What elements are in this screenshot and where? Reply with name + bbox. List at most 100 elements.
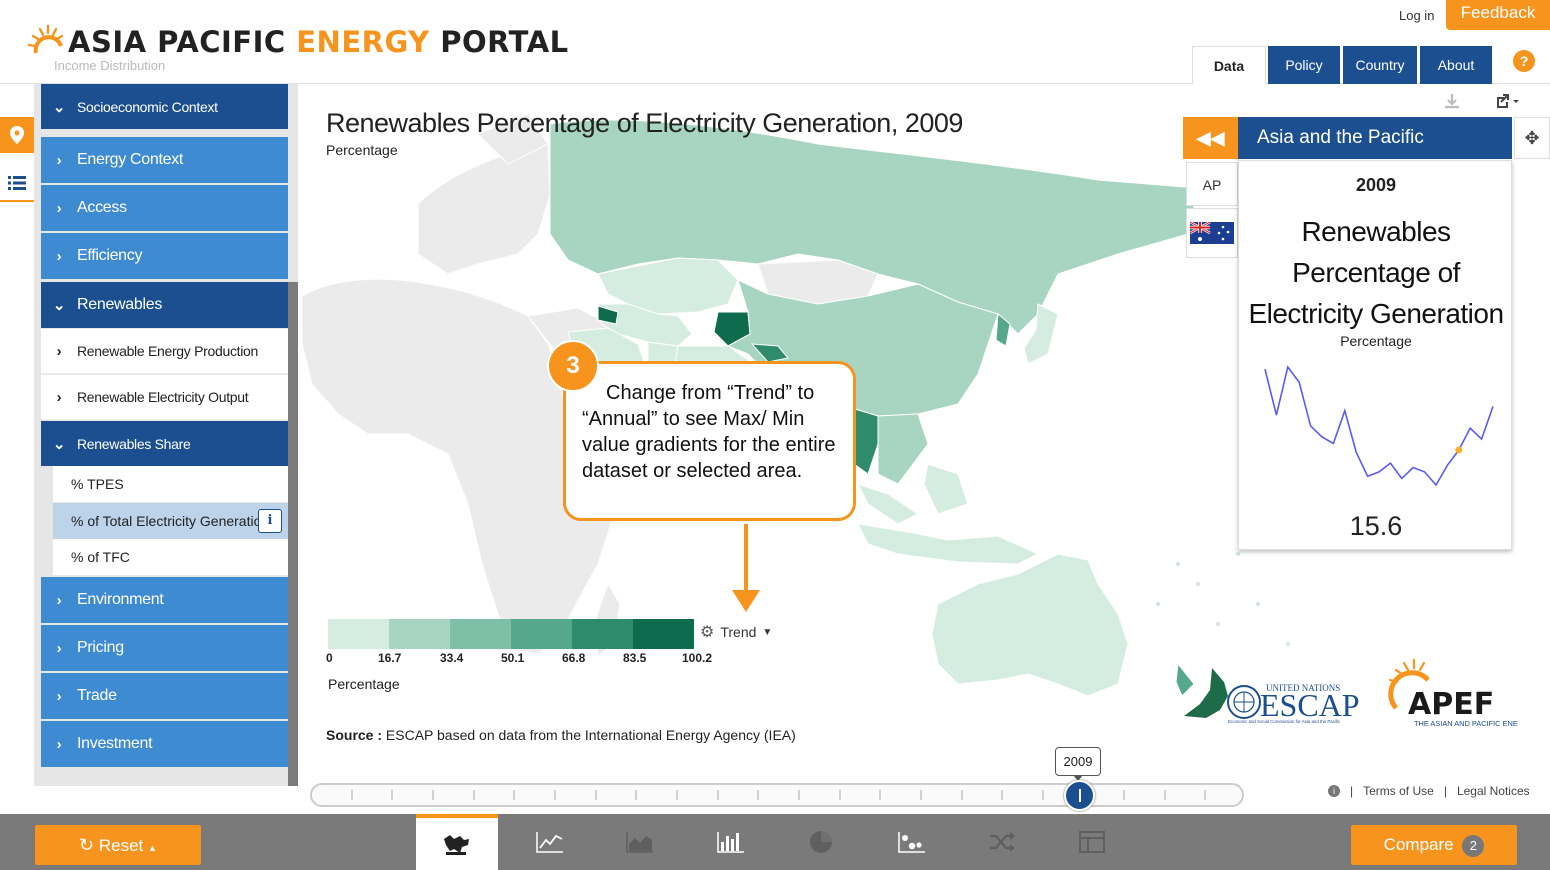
indonesia-shape[interactable] [857,523,1040,565]
crosshair-icon[interactable]: ✥ [1514,117,1550,159]
new-zealand-shape[interactable] [1175,662,1195,697]
sidebar-item-efficiency[interactable]: › Efficiency [41,233,288,279]
sidebar-item-socioeconomic[interactable]: ⌄ Socioeconomic Context [41,84,288,129]
tab-ap[interactable]: AP [1186,162,1238,206]
georgia-shape[interactable] [597,305,619,325]
escap-sub-text: Economic and Social Commission for Asia … [1228,719,1341,724]
australia-shape[interactable] [931,553,1129,697]
chevron-right-icon: › [56,388,62,406]
legend-swatch [389,619,450,649]
footer-links: i | Terms of Use | Legal Notices [1328,784,1530,798]
sidebar-item-label: Renewables Share [77,435,191,452]
info-icon[interactable]: i [258,509,282,533]
view-bar-tab[interactable] [690,814,772,870]
terms-link[interactable]: Terms of Use [1363,784,1434,798]
sidebar-sub-tpes[interactable]: % TPES [53,466,288,502]
africa-shape[interactable] [301,278,615,655]
chevron-down-icon: ⌄ [52,297,66,314]
list-view-icon[interactable] [0,166,34,202]
trend-dropdown[interactable]: ⚙ Trend ▼ [700,622,772,642]
sidebar-item-investment[interactable]: › Investment [41,721,288,767]
sun-logo-icon [27,24,64,54]
view-line-tab[interactable] [509,814,591,870]
login-link[interactable]: Log in [1399,8,1435,23]
map-title: Renewables Percentage of Electricity Gen… [326,108,963,138]
tab-policy[interactable]: Policy [1268,46,1340,84]
help-icon[interactable]: ? [1513,50,1535,72]
view-map-tab[interactable] [416,814,498,870]
download-icon[interactable] [1443,92,1461,115]
kazakhstan-shape[interactable] [597,257,739,315]
map-subtitle: Percentage [326,142,398,158]
chevron-down-icon: ⌄ [52,435,66,453]
separator: | [1350,784,1354,798]
chevron-right-icon: › [56,639,62,657]
sidebar-item-trade[interactable]: › Trade [41,673,288,719]
card-year: 2009 [1355,175,1397,195]
view-scatter-tab[interactable] [871,814,953,870]
line-chart-icon [536,832,563,853]
view-table-tab[interactable] [1051,814,1133,870]
sparkline-current-point [1455,446,1463,454]
indochina-shape[interactable] [877,413,929,485]
nepal-shape[interactable] [750,343,789,363]
tab-about[interactable]: About [1420,46,1492,84]
sidebar-item-label: Environment [77,591,164,608]
reset-button[interactable]: ↻ Reset ▲ [35,825,201,865]
sidebar-item-pricing[interactable]: › Pricing [41,625,288,671]
chevron-right-icon: › [56,591,62,609]
sidebar-item-renewables[interactable]: ⌄ Renewables [41,282,288,328]
legend-swatch [633,619,694,649]
escap-top-text: UNITED NATIONS [1266,683,1340,693]
share-icon[interactable] [1490,92,1522,115]
timeline-year-label: 2009 [1055,747,1101,776]
apef-logo[interactable]: APEF THE ASIAN AND PACIFIC ENERGY FORUM [1378,656,1550,743]
view-area-tab[interactable] [599,814,681,870]
table-icon [1079,831,1105,853]
caret-up-icon: ▲ [148,843,157,853]
japan-shape[interactable] [1023,303,1059,365]
gear-icon: ⚙ [700,624,715,641]
scandinavia-shape[interactable] [477,113,549,165]
legal-link[interactable]: Legal Notices [1456,784,1530,798]
compare-button[interactable]: Compare 2 [1351,825,1517,865]
sidebar-sub-tfc[interactable]: % of TFC [53,539,288,575]
compare-count-badge: 2 [1462,834,1485,857]
sidebar-sub-electricity-generation[interactable]: % of Total Electricity Generation i [53,503,288,539]
sidebar-item-label: Efficiency [77,247,143,264]
location-pin-icon[interactable] [0,117,34,153]
australia-flag-icon[interactable] [1186,208,1238,258]
view-shuffle-tab[interactable] [961,814,1043,870]
legend-tick: 50.1 [501,651,525,665]
trend-sparkline [1264,365,1494,487]
collapse-panel-icon[interactable]: ◀◀ [1183,117,1238,159]
escap-logo[interactable]: UNITED NATIONS ESCAP Economic and Social… [1182,660,1377,735]
korea-shape[interactable] [995,312,1011,347]
sidebar-item-label: Pricing [77,639,124,656]
tab-country[interactable]: Country [1343,46,1417,84]
sidebar-item-environment[interactable]: › Environment [41,577,288,623]
tab-data[interactable]: Data [1192,46,1266,84]
malaysia-shape[interactable] [857,483,919,525]
sidebar-item-renewables-share[interactable]: ⌄ Renewables Share [41,421,288,466]
portal-logo[interactable]: ASIA PACIFIC ENERGY PORTAL [24,14,569,70]
sidebar-item-renewable-output[interactable]: › Renewable Electricity Output [41,375,288,420]
feedback-button[interactable]: Feedback [1446,0,1550,30]
legend-swatch [328,619,389,649]
timeline-ticks [351,790,1206,800]
sidebar-item-access[interactable]: › Access [41,185,288,231]
info-circle-icon[interactable]: i [1328,785,1340,797]
europe-shape[interactable] [417,143,551,275]
escap-text: ESCAP [1260,687,1360,723]
sidebar-item-label: Energy Context [77,151,184,168]
philippines-shape[interactable] [923,463,969,515]
world-map[interactable] [298,84,1550,784]
timeline-slider-handle[interactable] [1064,780,1095,811]
sidebar-scrollbar[interactable] [288,282,298,786]
card-value: 15.6 [1349,511,1403,541]
sidebar-item-label: Trade [77,687,117,704]
view-pie-tab[interactable] [780,814,862,870]
sidebar-item-renewable-production[interactable]: › Renewable Energy Production [41,329,288,374]
year-timeline[interactable] [310,783,1244,807]
sidebar-item-energy-context[interactable]: › Energy Context [41,137,288,183]
